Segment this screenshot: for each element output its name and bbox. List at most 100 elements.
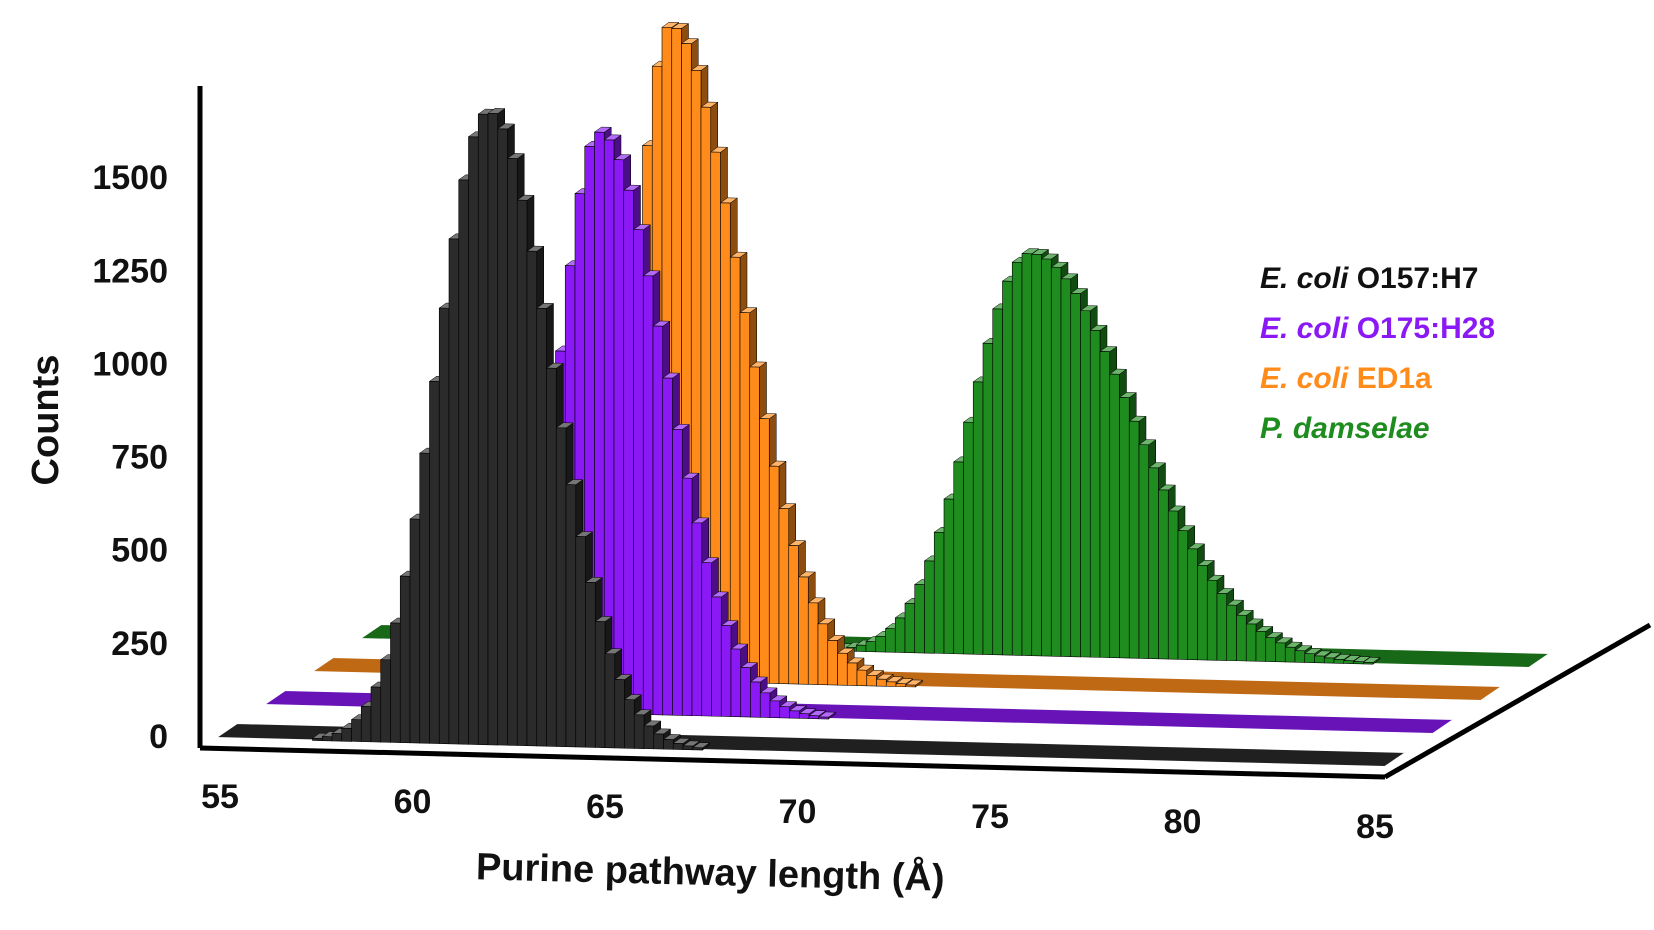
histogram-bar bbox=[827, 639, 838, 686]
histogram-bar bbox=[380, 659, 391, 743]
histogram-bar bbox=[1236, 614, 1247, 662]
legend-entry: E. coli O175:H28 bbox=[1260, 312, 1495, 345]
histogram-bar bbox=[623, 189, 634, 715]
histogram-bar bbox=[933, 531, 945, 654]
histogram-bar bbox=[1158, 489, 1169, 660]
histogram-bar bbox=[1099, 351, 1111, 658]
histogram-bar bbox=[837, 652, 848, 686]
histogram-bar bbox=[1275, 642, 1286, 663]
histogram-bar bbox=[360, 706, 372, 743]
histogram-bar bbox=[701, 562, 712, 717]
histogram-bar bbox=[429, 380, 440, 744]
series-layers bbox=[211, 21, 1555, 769]
histogram-bar bbox=[1265, 637, 1276, 663]
histogram-bar bbox=[468, 136, 479, 745]
histogram-bar bbox=[1255, 630, 1267, 662]
histogram-bar bbox=[351, 719, 362, 742]
histogram-bar bbox=[808, 715, 820, 720]
histogram-bar bbox=[768, 465, 780, 684]
legend-entry-italic: E. coli bbox=[1260, 362, 1349, 395]
histogram-bar bbox=[555, 427, 567, 748]
histogram-bar bbox=[1167, 510, 1179, 660]
histogram-bar bbox=[614, 679, 625, 749]
histogram-bar bbox=[992, 308, 1003, 656]
histogram-bar bbox=[1304, 653, 1315, 663]
histogram-bar bbox=[924, 560, 935, 654]
histogram-bar bbox=[739, 312, 751, 684]
histogram-bar bbox=[1060, 278, 1072, 657]
histogram-bar bbox=[856, 669, 868, 687]
histogram-bar bbox=[788, 545, 799, 685]
histogram-bar bbox=[1343, 660, 1354, 664]
histogram-bar bbox=[390, 622, 401, 743]
histogram-bar bbox=[652, 325, 664, 716]
histogram-bar bbox=[1080, 310, 1091, 658]
legend-entry-rest: O157:H7 bbox=[1348, 262, 1478, 295]
histogram-bar bbox=[585, 581, 596, 748]
histogram-bar bbox=[497, 128, 508, 746]
histogram-bar bbox=[682, 745, 694, 751]
histogram-bar bbox=[1245, 623, 1257, 662]
y-tick-label: 500 bbox=[111, 532, 168, 570]
histogram-bar bbox=[846, 662, 858, 686]
histogram-bar bbox=[1333, 658, 1345, 664]
histogram-bar bbox=[740, 667, 751, 718]
histogram-bar bbox=[526, 250, 538, 747]
histogram-bar bbox=[331, 733, 343, 742]
x-tick-label: 65 bbox=[586, 788, 624, 826]
histogram-bar bbox=[691, 522, 703, 717]
y-tick-label: 250 bbox=[111, 625, 168, 663]
histogram-bar bbox=[681, 477, 693, 716]
y-tick-labels: 0 250 500 750 1000 1250 1500 bbox=[92, 159, 168, 756]
histogram-bar bbox=[663, 739, 674, 750]
histogram-bar bbox=[759, 692, 771, 718]
histogram-bar bbox=[885, 628, 896, 653]
histogram-bar bbox=[448, 238, 460, 745]
histogram-bar bbox=[1128, 420, 1140, 659]
histogram-bar bbox=[729, 256, 741, 683]
histogram-bar bbox=[536, 307, 547, 747]
x-tick-label: 55 bbox=[201, 778, 239, 816]
histogram-bar bbox=[778, 508, 790, 685]
legend-entry-italic: P. damselae bbox=[1260, 412, 1430, 445]
histogram-bar bbox=[507, 158, 518, 746]
histogram-bar bbox=[730, 648, 742, 718]
x-axis-title: Purine pathway length (Å) bbox=[475, 844, 945, 899]
histogram-bar bbox=[1294, 650, 1306, 663]
histogram-bar bbox=[1206, 579, 1218, 661]
histogram-bar bbox=[438, 307, 450, 745]
histogram-bar bbox=[312, 737, 323, 741]
histogram-bar bbox=[807, 602, 819, 685]
histogram-bar bbox=[1011, 261, 1023, 656]
histogram-bar bbox=[633, 714, 645, 749]
histogram-bar bbox=[594, 621, 606, 748]
y-tick-label: 1500 bbox=[92, 159, 168, 197]
histogram-bar bbox=[905, 684, 916, 688]
histogram-bar bbox=[953, 461, 964, 655]
histogram-bar bbox=[855, 644, 867, 652]
legend-entry-rest: O175:H28 bbox=[1348, 312, 1495, 345]
x-tick-label: 80 bbox=[1164, 803, 1202, 841]
histogram-bar bbox=[1284, 646, 1296, 663]
histogram-bar bbox=[1119, 397, 1130, 659]
histogram-bar bbox=[895, 683, 907, 688]
histogram-bar bbox=[798, 713, 810, 719]
histogram-bar bbox=[1031, 253, 1042, 657]
histogram-bar bbox=[982, 342, 994, 656]
series-3 bbox=[355, 248, 1555, 670]
legend-entry: E. coli O157:H7 bbox=[1260, 262, 1478, 295]
histogram-bar bbox=[516, 199, 528, 747]
x-tick-label: 60 bbox=[394, 783, 432, 821]
histogram-bar bbox=[1187, 548, 1198, 661]
x-tick-labels: 55 60 65 70 75 80 85 bbox=[201, 778, 1394, 846]
series-0 bbox=[211, 108, 1411, 769]
histogram-bar bbox=[565, 484, 577, 748]
histogram-bar bbox=[759, 418, 770, 684]
histogram-bar bbox=[613, 159, 625, 715]
histogram-bar bbox=[633, 229, 644, 715]
histogram-bar bbox=[419, 452, 430, 744]
histogram-bar bbox=[672, 742, 684, 750]
histogram-bar bbox=[1109, 373, 1120, 659]
